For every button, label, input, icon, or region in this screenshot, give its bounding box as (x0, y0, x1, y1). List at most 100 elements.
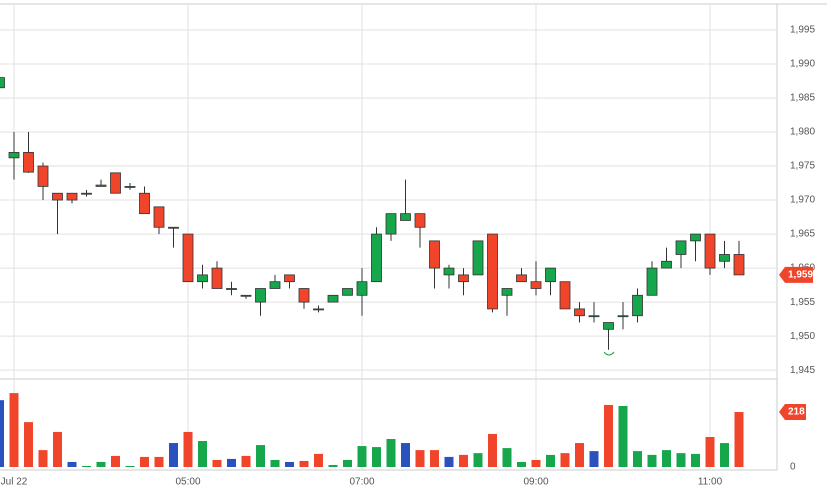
y-tick-label: 1,965 (790, 229, 815, 240)
volume-bar (546, 454, 555, 467)
volume-bar (705, 436, 715, 467)
volume-bar (734, 412, 744, 467)
candle-body (559, 281, 571, 310)
candle-body (298, 288, 310, 303)
volume-bar (618, 405, 628, 467)
y-tick-label: 1,945 (790, 365, 815, 376)
y-tick-label: 1,985 (790, 93, 815, 104)
volume-bar (372, 447, 381, 467)
candle-body (487, 233, 498, 310)
candle-body (66, 192, 78, 201)
candle-body (182, 233, 194, 283)
candle-body (661, 260, 672, 269)
candle-body (400, 213, 411, 221)
volume-bar (676, 453, 686, 467)
volume-bar (357, 446, 367, 467)
candle-body (516, 274, 527, 283)
volume-bar (154, 456, 164, 467)
volume-bar (502, 448, 512, 467)
candle-body (632, 294, 643, 317)
volume-bar (560, 453, 570, 467)
volume-bar (517, 461, 526, 467)
volume-bar (415, 450, 425, 467)
volume-bar (169, 443, 178, 467)
volume-bar (473, 453, 483, 467)
candle-body (153, 206, 165, 228)
low-marker (603, 351, 615, 356)
volume-bar (662, 450, 671, 467)
candle-body (675, 240, 687, 255)
volume-bar (488, 433, 497, 467)
volume-bar (241, 455, 251, 467)
candle-body (124, 186, 136, 188)
candle-body (197, 274, 208, 283)
volume-bar (256, 445, 265, 467)
candle-body (530, 281, 542, 289)
volume-bar (401, 443, 410, 467)
y-tick-label: 1,975 (790, 161, 815, 172)
candle-body (501, 288, 513, 296)
volume-bar (0, 400, 4, 467)
volume-bar (183, 431, 193, 467)
y-tick-label: 1,980 (790, 127, 815, 138)
candle-body (81, 192, 92, 195)
candle-body (545, 267, 556, 283)
volume-tag (779, 404, 806, 421)
volume-bar (720, 443, 729, 467)
volume-bar (430, 450, 439, 467)
volume-bar (575, 443, 584, 467)
volume-bar (198, 441, 207, 467)
volume-bar (227, 458, 236, 467)
y-tick-label: 1,990 (790, 59, 815, 70)
x-tick-label: 11:00 (698, 477, 723, 488)
x-tick-label: 05:00 (175, 477, 200, 488)
candle-body (37, 165, 49, 187)
candle-body (385, 213, 397, 235)
volume-bar (67, 461, 77, 467)
volume-bar (647, 454, 657, 467)
volume-bar (589, 451, 599, 467)
x-tick-label: Jul 22 (1, 477, 28, 488)
candle-body (646, 267, 658, 296)
volume-bar (604, 404, 613, 467)
x-tick-label: 07:00 (349, 477, 374, 488)
candle-body (472, 240, 484, 276)
volume-bar (140, 456, 149, 467)
candle-body (139, 192, 150, 215)
candle-body (733, 254, 745, 276)
volume-bar (24, 422, 33, 467)
volume-tag-label: 218 (788, 407, 805, 418)
volume-bar (285, 461, 294, 467)
candle-body (719, 254, 730, 262)
candle-body (23, 152, 34, 173)
volume-bar (111, 455, 120, 467)
candle-body (284, 274, 295, 283)
candle-body (443, 267, 455, 276)
candle-body (690, 233, 701, 242)
volume-bar (386, 439, 396, 467)
candle-body (313, 308, 324, 311)
labels: 1,9451,9501,9551,9601,9651,9701,9751,980… (1, 25, 816, 488)
x-tick-label: 09:00 (523, 477, 548, 488)
candle-body (429, 240, 440, 269)
candle-body (617, 315, 629, 318)
volume-bar (691, 453, 700, 467)
y-tick-label: 1,955 (790, 297, 815, 308)
volume-bar (38, 450, 48, 467)
candle-body (211, 267, 223, 289)
volume-bar (314, 453, 323, 467)
candle-body (110, 172, 121, 194)
volume-bar (531, 459, 541, 467)
price-tag-label: 1,959 (788, 270, 813, 281)
candle-body (371, 233, 382, 283)
candle-body (95, 184, 107, 187)
candle-body (458, 274, 469, 283)
y-tick-label: 1,950 (790, 331, 815, 342)
volume-bar (459, 454, 468, 467)
candle-body (255, 288, 266, 303)
volume-bar (125, 465, 135, 467)
y-tick-label: 1,970 (790, 195, 815, 206)
y-tick-label: 1,995 (790, 25, 815, 36)
volume-bar (82, 465, 91, 467)
